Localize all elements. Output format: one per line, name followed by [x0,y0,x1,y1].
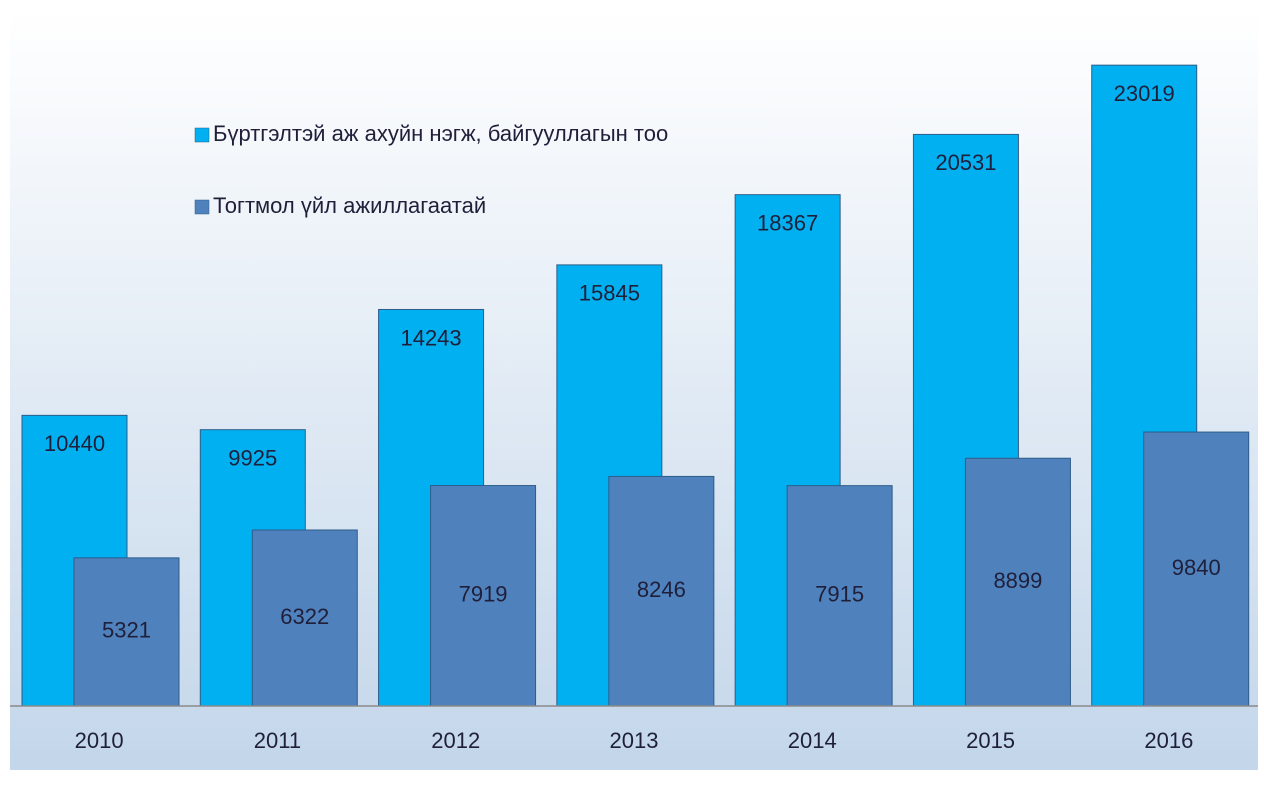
bar [786,485,893,707]
x-tick-label: 2014 [788,728,837,753]
data-label: 7915 [815,582,864,607]
bar [430,485,537,707]
legend-swatch [194,199,210,215]
data-label: 23019 [1114,81,1175,106]
x-tick-label: 2012 [431,728,480,753]
bar [1143,431,1250,707]
data-label: 9925 [228,446,277,471]
bar [964,457,1071,707]
x-tick-label: 2016 [1144,728,1193,753]
data-label: 15845 [579,281,640,306]
bar [73,557,180,707]
legend-label: Бүртгэлтэй аж ахуйн нэгж, байгууллагын т… [213,121,668,146]
data-label: 5321 [102,618,151,643]
data-label: 8899 [993,568,1042,593]
data-label: 9840 [1172,555,1221,580]
data-label: 20531 [935,150,996,175]
data-label: 8246 [637,577,686,602]
legend-label: Тогтмол үйл ажиллагаатай [213,193,486,218]
data-label: 10440 [44,431,105,456]
x-tick-label: 2011 [254,728,301,753]
legend-swatch [194,127,210,143]
x-tick-label: 2015 [966,728,1015,753]
data-label: 14243 [400,325,461,350]
data-label: 7919 [459,582,508,607]
data-label: 6322 [280,604,329,629]
x-tick-label: 2013 [610,728,659,753]
bar [251,529,358,707]
data-label: 18367 [757,210,818,235]
x-tick-label: 2010 [75,728,124,753]
